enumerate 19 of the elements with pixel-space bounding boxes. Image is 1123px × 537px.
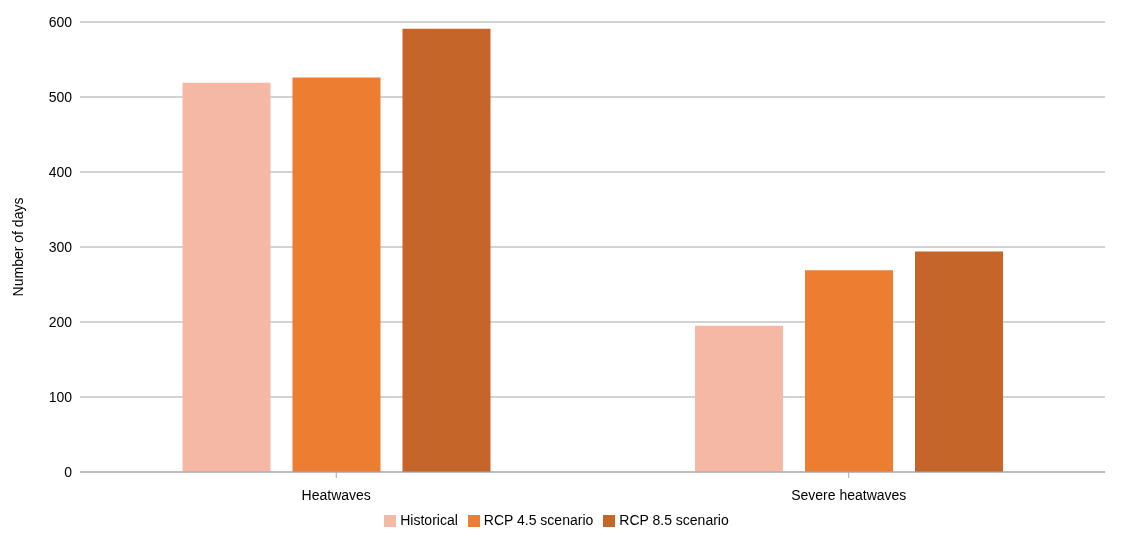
y-tick-label: 200 bbox=[48, 313, 73, 330]
y-axis-title: Number of days bbox=[9, 197, 26, 297]
bar bbox=[695, 325, 783, 472]
y-tick-label: 100 bbox=[48, 388, 73, 405]
legend-label: RCP 4.5 scenario bbox=[483, 512, 594, 528]
y-tick-label: 400 bbox=[48, 163, 73, 180]
x-tick-label: Heatwaves bbox=[301, 486, 371, 503]
bar bbox=[182, 82, 271, 472]
bar bbox=[292, 77, 381, 472]
y-tick-label: 300 bbox=[48, 238, 73, 255]
bar bbox=[805, 270, 893, 472]
legend-label: Historical bbox=[400, 512, 458, 528]
x-tick-label: Severe heatwaves bbox=[791, 486, 907, 503]
y-tick-label: 600 bbox=[48, 13, 73, 30]
bar bbox=[402, 28, 491, 472]
y-tick-label: 500 bbox=[48, 88, 73, 105]
bar bbox=[915, 251, 1003, 472]
legend-label: RCP 8.5 scenario bbox=[619, 512, 729, 528]
y-tick-label: 0 bbox=[64, 463, 73, 480]
